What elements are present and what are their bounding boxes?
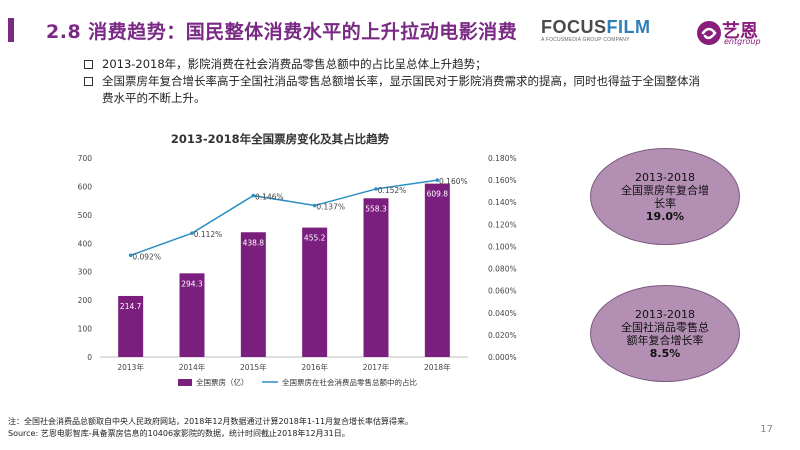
x-tick-label: 2014年 [179,362,206,372]
callout-value: 19.0% [645,209,685,223]
x-tick-label: 2018年 [424,362,451,372]
bar [118,295,144,357]
entgroup-logo-subtitle: entgroup [724,37,761,46]
bullet-item: 2013-2018年，影院消费在社会消费品零售总额中的占比呈总体上升趋势； [84,56,704,73]
line-data-label: 0.092% [132,252,161,261]
y-right-tick-label: 0.160% [488,176,517,185]
y-right-tick-label: 0.040% [488,309,517,318]
bar-data-label: 294.3 [181,279,203,288]
y-right-tick-label: 0.120% [488,220,517,229]
bar-data-label: 214.7 [120,302,142,311]
y-right-tick-label: 0.100% [488,242,517,251]
x-tick-label: 2015年 [240,362,267,372]
y-right-tick-label: 0.080% [488,265,517,274]
bar-data-label: 455.2 [304,234,326,243]
y-left-tick-label: 200 [78,296,93,305]
y-right-tick-label: 0.020% [488,331,517,340]
entgroup-logo-icon [697,21,721,45]
x-tick-label: 2016年 [301,362,328,372]
y-left-tick-label: 700 [78,154,93,163]
y-left-tick-label: 600 [78,182,93,191]
bullet-text: 2013-2018年，影院消费在社会消费品零售总额中的占比呈总体上升趋势； [102,57,487,71]
checkbox-bullet-icon [84,77,93,86]
legend-bar-label: 全国票房（亿） [196,377,249,387]
combo-chart: 0 100 200 300 400 500 600 700 0.000% 0.020% 0.040%… [78,154,517,387]
footer: 注：全国社会消费品总额取自中央人民政府网站，2018年12月数据通过计算2018… [8,416,413,440]
y-left-tick-label: 300 [78,268,93,277]
y-left-tick-label: 0 [87,353,92,362]
x-tick-label: 2017年 [363,362,390,372]
checkbox-bullet-icon [84,60,93,69]
bullet-item: 全国票房年复合增长率高于全国社消品零售总额增长率，显示国民对于影院消费需求的提高… [84,73,704,107]
x-tick-label: 2013年 [117,362,144,372]
y-right-tick-label: 0.060% [488,287,517,296]
bar [302,227,328,357]
y-right-tick-label: 0.180% [488,154,517,163]
footer-note: 注：全国社会消费品总额取自中央人民政府网站，2018年12月数据通过计算2018… [8,417,414,426]
y-right-tick-label: 0.140% [488,198,517,207]
focus-logo-subtitle: A FOCUSMEDIA GROUP COMPANY [541,37,630,43]
callout-value: 8.5% [649,346,681,360]
line-data-label: 0.112% [194,230,223,239]
callout-line: 2013-2018 [635,307,695,321]
footer-source: Source: 艺恩电影智库-具备票房信息的10406家影院的数据，统计时间截止… [8,429,350,438]
bar [179,273,205,357]
callout-retail-cagr: 2013-2018 全国社消品零售总 额年复合增长率 8.5% [590,285,740,382]
y-left-tick-label: 500 [78,211,93,220]
title-accent-bar [8,18,14,42]
y-right-tick-label: 0.000% [488,353,517,362]
bar-data-label: 438.8 [243,238,265,247]
series-line [130,179,438,256]
line-data-label: 0.160% [439,177,468,186]
line-data-label: 0.137% [316,203,345,212]
page-title: 2.8 消费趋势：国民整体消费水平的上升拉动电影消费 [46,21,518,43]
legend-line-label: 全国票房在社会消费品零售总额中的占比 [282,377,417,387]
film-logo-text: FILM [606,17,651,37]
bar [240,232,266,357]
line-point [128,253,133,258]
bar [363,198,389,357]
line-point [312,203,317,208]
bullet-text: 全国票房年复合增长率高于全国社消品零售总额增长率，显示国民对于影院消费需求的提高… [102,74,700,105]
bar-data-label: 609.8 [427,190,449,199]
bullet-list: 2013-2018年，影院消费在社会消费品零售总额中的占比呈总体上升趋势； 全国… [84,56,704,107]
entgroup-logo-text: 艺恩 [722,21,758,42]
line-data-label: 0.146% [255,193,284,202]
callout-line: 2013-2018 [635,170,695,184]
page-number: 17 [760,424,773,435]
callout-line: 额年复合增长率 [626,333,704,347]
legend-bar-swatch [178,379,192,386]
bar-data-label: 558.3 [365,204,387,213]
bar [424,183,450,357]
focus-logo-text: FOCUS [541,17,607,37]
line-point [190,231,194,235]
callout-line: 长率 [654,196,676,210]
callout-line: 全国票房年复合增 [621,183,709,197]
y-left-tick-label: 100 [78,325,93,334]
y-left-tick-label: 400 [78,239,93,248]
callout-line: 全国社消品零售总 [621,320,709,334]
chart-title: 2013-2018年全国票房变化及其占比趋势 [170,132,390,146]
callout-box-office-cagr: 2013-2018 全国票房年复合增 长率 19.0% [590,148,740,245]
focus-film-logo: FOCUSFILM A FOCUSMEDIA GROUP COMPANY [541,17,651,43]
line-point [374,187,378,191]
line-point [251,193,256,198]
line-point [435,178,440,182]
line-data-label: 0.152% [378,186,407,195]
